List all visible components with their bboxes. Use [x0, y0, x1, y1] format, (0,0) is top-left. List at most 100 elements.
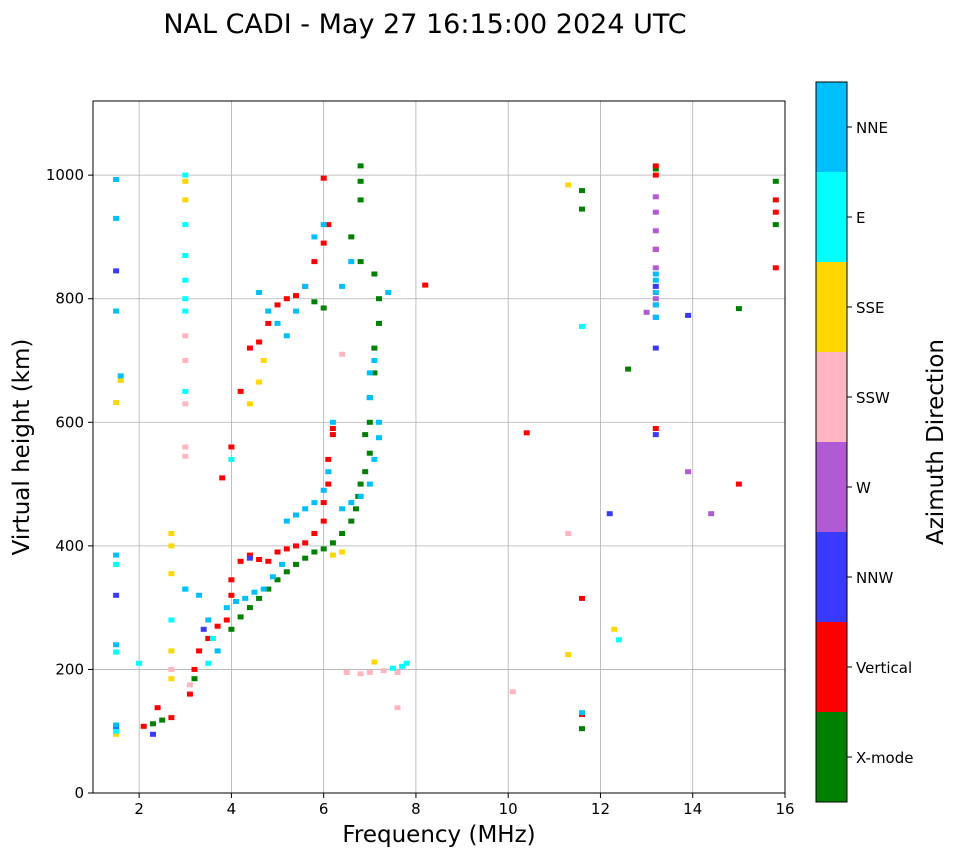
colorbar-tick-label: Vertical	[856, 659, 912, 677]
echo-point-x-mode	[357, 163, 364, 169]
echo-point-nne	[376, 419, 382, 425]
echo-point-sse	[565, 182, 572, 188]
echo-point-vertical	[228, 577, 235, 583]
echo-point-vertical	[154, 705, 161, 711]
echo-point-nne	[117, 373, 124, 379]
echo-point-e	[615, 637, 622, 643]
echo-point-nnw	[200, 626, 207, 632]
colorbar-tick-label: E	[856, 209, 865, 227]
x-tick-label: 2	[134, 800, 144, 818]
echo-point-nne	[260, 586, 267, 592]
echo-point-nne	[233, 599, 239, 604]
echo-point-nne	[223, 605, 230, 611]
echo-point-e	[228, 456, 235, 462]
colorbar-segment	[816, 352, 847, 442]
echo-point-nne	[302, 506, 309, 512]
colorbar-segment	[816, 712, 847, 802]
x-axis-label: Frequency (MHz)	[342, 822, 535, 848]
echo-point-x-mode	[579, 188, 585, 194]
colorbar-label: Azimuth Direction	[923, 339, 949, 545]
echo-point-nne	[371, 456, 378, 462]
echo-point-e	[403, 660, 410, 666]
echo-point-sse	[168, 531, 175, 536]
echo-point-vertical	[579, 595, 585, 601]
colorbar-segment	[816, 262, 847, 352]
echo-point-sse	[371, 659, 378, 665]
echo-point-nne	[329, 419, 336, 425]
echo-point-x-mode	[283, 569, 290, 575]
echo-point-x-mode	[246, 605, 253, 611]
echo-point-nne	[366, 481, 373, 487]
echo-point-vertical	[293, 293, 299, 299]
echo-point-nnw	[246, 555, 253, 561]
colorbar-tick-label: SSW	[856, 389, 890, 407]
echo-point-x-mode	[191, 676, 198, 682]
echo-point-e	[113, 728, 120, 734]
echo-point-vertical	[265, 320, 272, 326]
echo-point-x-mode	[371, 345, 378, 351]
y-tick-label: 1000	[46, 166, 84, 184]
echo-point-vertical	[772, 265, 779, 271]
echo-point-ssw	[394, 670, 401, 675]
echo-point-nne	[339, 506, 346, 512]
y-tick-label: 800	[55, 290, 84, 308]
echo-point-ssw	[186, 682, 193, 688]
echo-point-vertical	[274, 302, 281, 308]
echo-point-x-mode	[376, 296, 382, 302]
echo-point-vertical	[265, 558, 272, 564]
echo-point-nne	[205, 617, 212, 623]
echo-point-ssw	[366, 670, 373, 675]
echo-point-x-mode	[293, 561, 299, 567]
echo-point-sse	[168, 648, 175, 654]
plot-frame	[92, 100, 786, 794]
echo-point-nne	[113, 642, 120, 648]
echo-point-vertical	[523, 430, 530, 436]
plot-area	[93, 101, 785, 793]
echo-point-w	[652, 209, 659, 215]
echo-point-nne	[293, 308, 299, 314]
echo-point-sse	[565, 652, 572, 658]
echo-point-vertical	[283, 296, 290, 302]
echo-point-sse	[113, 731, 120, 737]
colorbar-segment	[816, 532, 847, 622]
echo-point-nne	[113, 215, 120, 221]
echo-point-e	[389, 665, 396, 671]
echo-point-x-mode	[579, 726, 585, 732]
echo-point-x-mode	[376, 320, 382, 326]
echo-point-e	[182, 253, 189, 258]
echo-point-vertical	[228, 444, 235, 450]
echo-point-nne	[113, 177, 120, 182]
echo-point-nne	[325, 469, 332, 475]
echo-point-vertical	[274, 549, 281, 555]
data-marks	[113, 163, 779, 737]
echo-point-ssw	[182, 333, 189, 339]
colorbar-tick-label: NNE	[856, 119, 888, 137]
colorbar-tick-label: SSE	[856, 299, 885, 317]
echo-point-w	[652, 228, 659, 234]
echo-point-nne	[182, 586, 189, 592]
echo-point-w	[652, 194, 659, 200]
echo-point-x-mode	[302, 555, 309, 561]
echo-point-nnw	[685, 312, 692, 318]
echo-point-nne	[652, 277, 659, 283]
echo-point-vertical	[196, 648, 203, 654]
echo-point-sse	[117, 377, 124, 383]
grid-lines	[93, 101, 785, 793]
y-tick-label: 0	[74, 784, 84, 802]
echo-point-e	[182, 388, 189, 394]
echo-point-x-mode	[329, 540, 336, 546]
echo-point-vertical	[246, 552, 253, 558]
x-tick-label: 12	[591, 800, 610, 818]
echo-point-nnw	[652, 345, 659, 351]
echo-point-vertical	[302, 540, 309, 546]
echo-point-nne	[113, 552, 120, 558]
echo-point-vertical	[652, 172, 659, 178]
echo-point-x-mode	[348, 234, 355, 240]
echo-point-w	[643, 309, 650, 315]
echo-point-sse	[256, 379, 263, 385]
echo-point-sse	[246, 401, 253, 407]
echo-point-vertical	[311, 531, 318, 536]
echo-point-nne	[348, 500, 355, 506]
echo-point-e	[136, 660, 143, 666]
x-tick-label: 4	[227, 800, 237, 818]
